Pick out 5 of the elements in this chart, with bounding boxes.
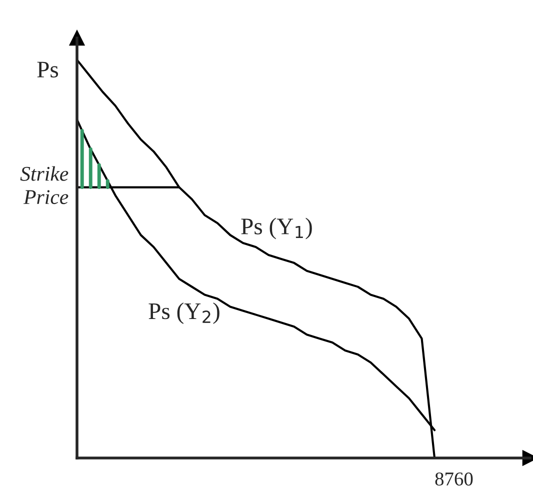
series-label: Ps (Y$_{2}$) xyxy=(148,302,220,324)
series-label: Ps (Y$_{1}$) xyxy=(241,218,312,240)
y-axis-title: Ps xyxy=(37,62,58,78)
text: 8760 xyxy=(435,472,473,486)
series-label: Strike Price xyxy=(20,166,68,204)
